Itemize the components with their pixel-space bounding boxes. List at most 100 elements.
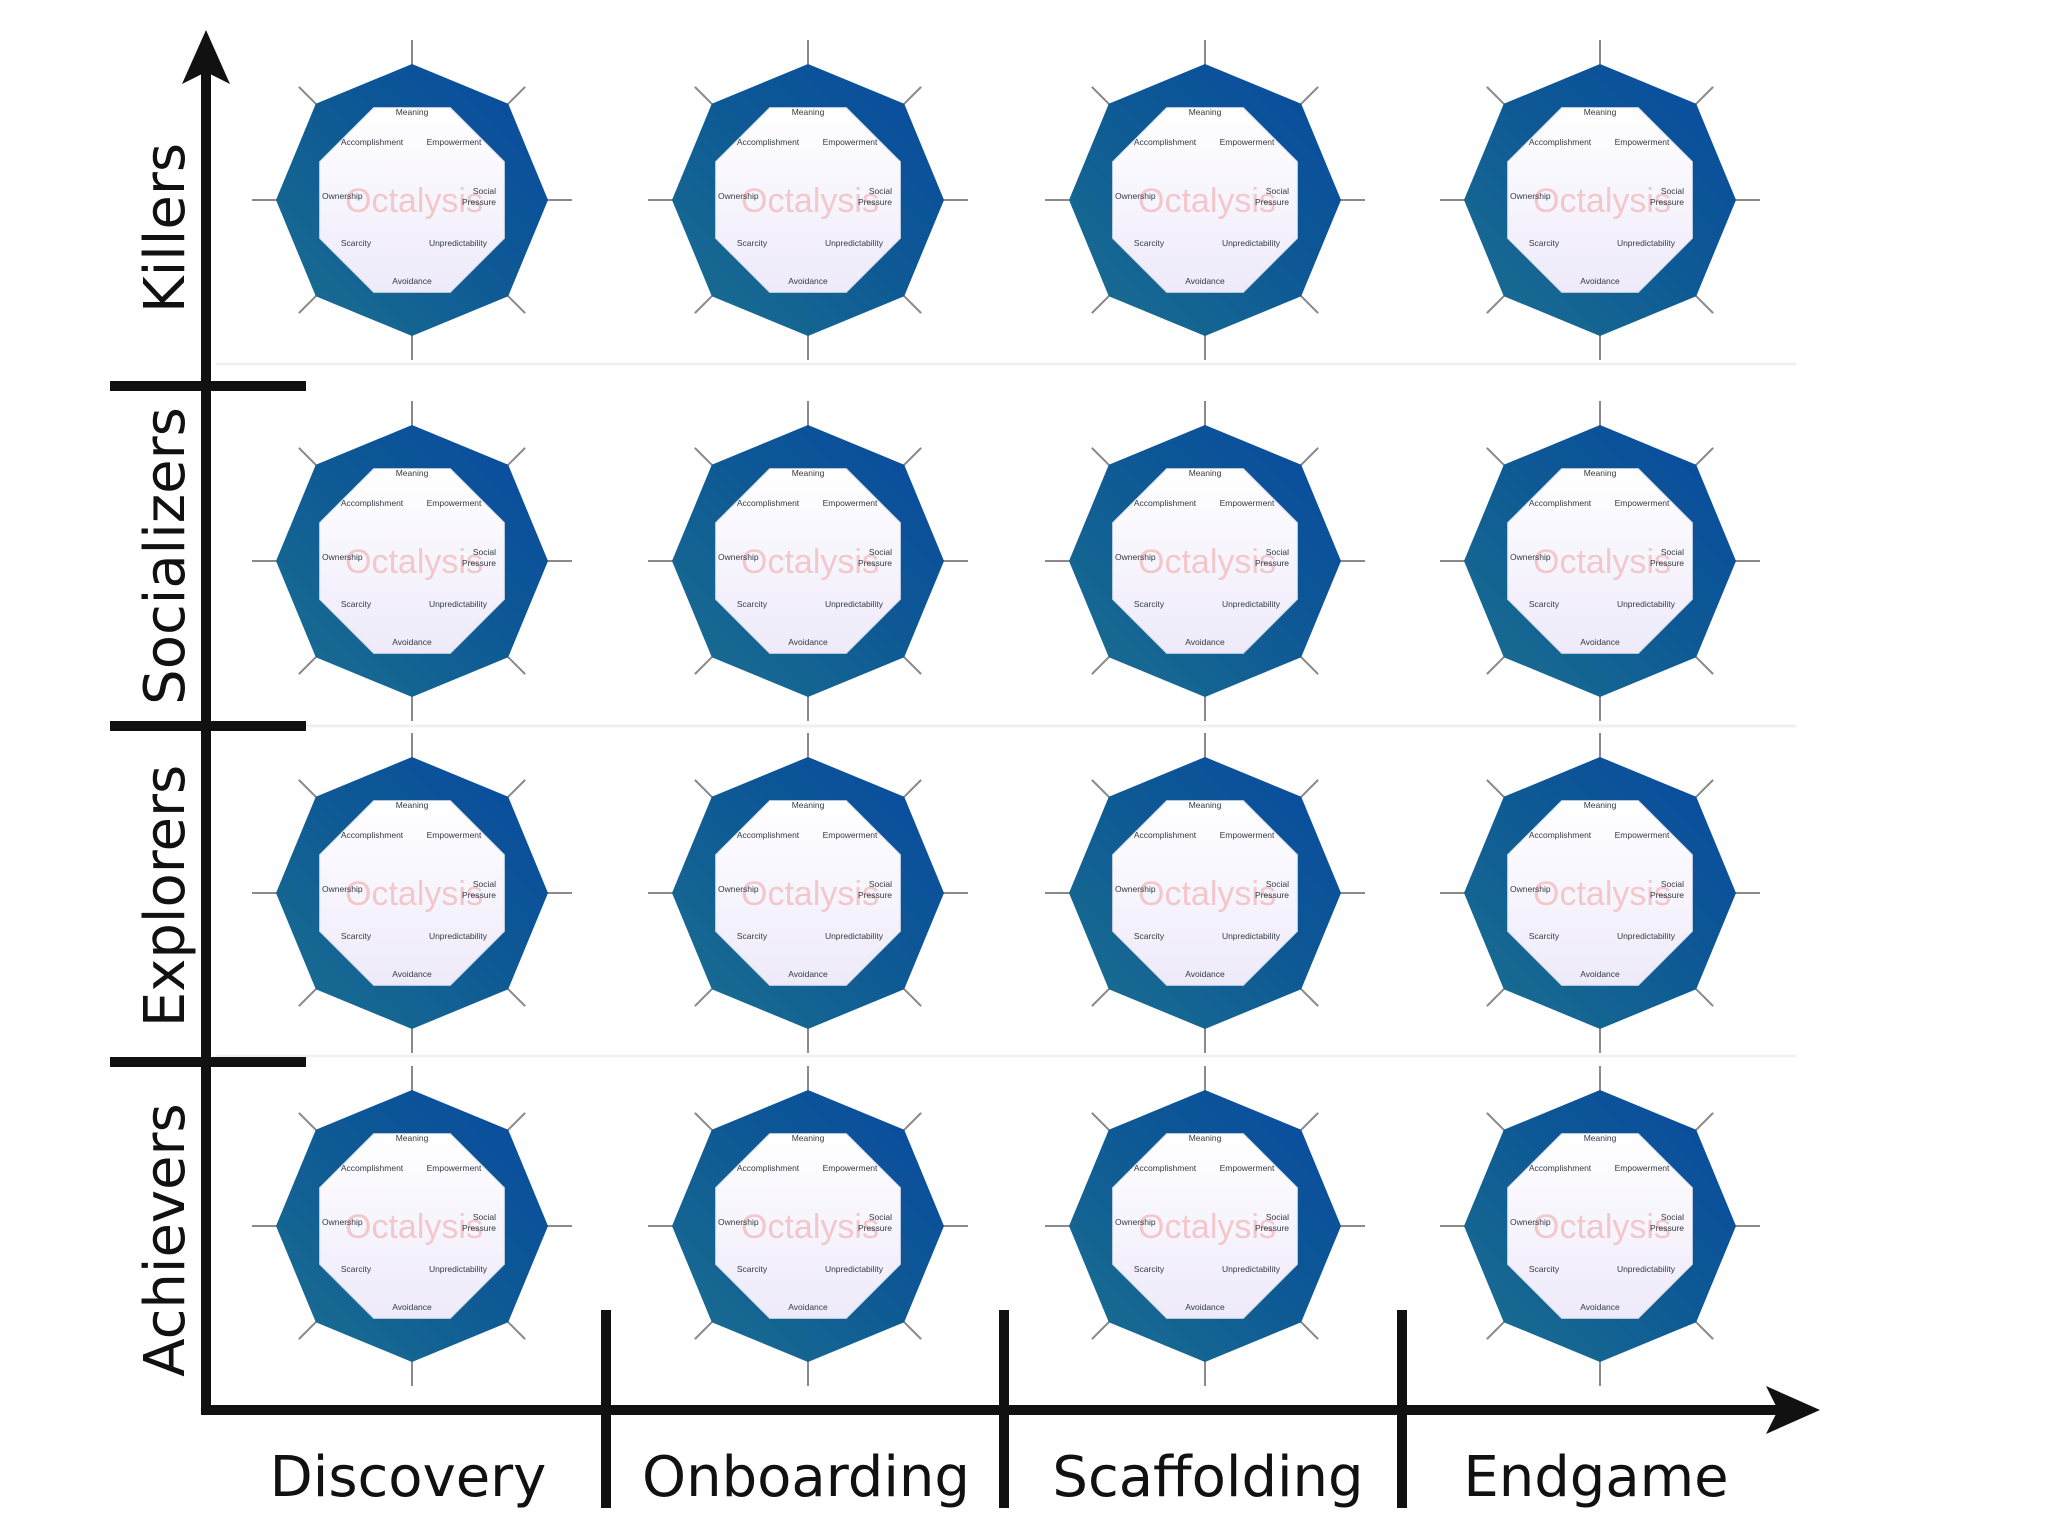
octagon-spoke bbox=[1091, 779, 1113, 801]
drive-label-pressure: Pressure bbox=[1650, 197, 1684, 207]
octagon-spoke bbox=[1692, 1112, 1714, 1134]
drive-label-empowerment: Empowerment bbox=[1615, 830, 1670, 840]
octagon-spoke bbox=[1297, 779, 1319, 801]
drive-label-social: Social bbox=[1266, 1212, 1289, 1222]
octalysis-watermark: Octalysis bbox=[345, 182, 483, 220]
drive-label-scarcity: Scarcity bbox=[341, 1264, 372, 1274]
drive-label-avoidance: Avoidance bbox=[1185, 969, 1225, 979]
drive-label-scarcity: Scarcity bbox=[1134, 599, 1165, 609]
drive-label-accomplishment: Accomplishment bbox=[1529, 1163, 1592, 1173]
drive-label-ownership: Ownership bbox=[322, 191, 363, 201]
drive-label-accomplishment: Accomplishment bbox=[341, 830, 404, 840]
octalysis-cell-explorers-onboarding: Octalysis Meaning Accomplishment Empowermen… bbox=[648, 733, 968, 1053]
octagon-spoke bbox=[1486, 653, 1508, 675]
drive-label-ownership: Ownership bbox=[1115, 1217, 1156, 1227]
drive-label-avoidance: Avoidance bbox=[392, 637, 432, 647]
octagon-inner bbox=[1112, 800, 1298, 986]
drive-label-avoidance: Avoidance bbox=[1580, 1302, 1620, 1312]
drive-label-scarcity: Scarcity bbox=[1529, 1264, 1560, 1274]
drive-label-accomplishment: Accomplishment bbox=[341, 498, 404, 508]
octagon-spoke bbox=[504, 1112, 526, 1134]
octalysis-cell-killers-discovery: Octalysis Meaning Accomplishment Empowermen… bbox=[252, 40, 572, 360]
x-axis-arrow-icon bbox=[1766, 1386, 1820, 1434]
octagon-spoke bbox=[1297, 1112, 1319, 1134]
drive-label-scarcity: Scarcity bbox=[341, 599, 372, 609]
octagon-spoke bbox=[1091, 447, 1113, 469]
octagon-spoke bbox=[694, 292, 716, 314]
octagon-spoke bbox=[694, 779, 716, 801]
drive-label-meaning: Meaning bbox=[792, 107, 825, 117]
octalysis-watermark: Octalysis bbox=[345, 875, 483, 913]
octagon-spoke bbox=[1091, 653, 1113, 675]
octagon-spoke bbox=[694, 653, 716, 675]
drive-label-pressure: Pressure bbox=[462, 558, 496, 568]
octagon-spoke bbox=[694, 447, 716, 469]
octagon-inner bbox=[715, 107, 901, 293]
row-labels: Killers Socializers Explorers Achievers bbox=[133, 143, 198, 1377]
drive-label-pressure: Pressure bbox=[1255, 558, 1289, 568]
octagon-spoke bbox=[298, 779, 320, 801]
drive-label-pressure: Pressure bbox=[462, 197, 496, 207]
drive-label-empowerment: Empowerment bbox=[1220, 1163, 1275, 1173]
drive-label-empowerment: Empowerment bbox=[1615, 137, 1670, 147]
drive-label-meaning: Meaning bbox=[1189, 107, 1222, 117]
drive-label-avoidance: Avoidance bbox=[788, 1302, 828, 1312]
drive-label-accomplishment: Accomplishment bbox=[737, 498, 800, 508]
octagon-spoke bbox=[900, 1318, 922, 1340]
drive-label-pressure: Pressure bbox=[462, 890, 496, 900]
drive-label-avoidance: Avoidance bbox=[1185, 1302, 1225, 1312]
octagon-spoke bbox=[1692, 985, 1714, 1007]
octagon-spoke bbox=[1297, 985, 1319, 1007]
octagon-inner bbox=[1112, 107, 1298, 293]
drive-label-scarcity: Scarcity bbox=[341, 931, 372, 941]
drive-label-ownership: Ownership bbox=[718, 191, 759, 201]
octalysis-cell-explorers-endgame: Octalysis Meaning Accomplishment Empowermen… bbox=[1440, 733, 1760, 1053]
drive-label-accomplishment: Accomplishment bbox=[1529, 137, 1592, 147]
drive-label-meaning: Meaning bbox=[1189, 800, 1222, 810]
octagon-spoke bbox=[298, 985, 320, 1007]
octalysis-cell-achievers-scaffolding: Octalysis Meaning Accomplishment Empowermen… bbox=[1045, 1066, 1365, 1386]
octagon-spoke bbox=[900, 292, 922, 314]
drive-label-social: Social bbox=[1266, 186, 1289, 196]
drive-label-empowerment: Empowerment bbox=[427, 830, 482, 840]
octagon-spoke bbox=[1486, 1318, 1508, 1340]
drive-label-pressure: Pressure bbox=[858, 890, 892, 900]
drive-label-pressure: Pressure bbox=[858, 1223, 892, 1233]
drive-label-social: Social bbox=[1266, 547, 1289, 557]
octagon-spoke bbox=[1692, 653, 1714, 675]
drive-label-ownership: Ownership bbox=[1115, 884, 1156, 894]
drive-label-unpredictability: Unpredictability bbox=[1617, 599, 1676, 609]
octalysis-cell-killers-scaffolding: Octalysis Meaning Accomplishment Empowermen… bbox=[1045, 40, 1365, 360]
drive-label-ownership: Ownership bbox=[718, 552, 759, 562]
octagon-inner bbox=[319, 1133, 505, 1319]
octagon-spoke bbox=[1486, 447, 1508, 469]
octalysis-cell-explorers-discovery: Octalysis Meaning Accomplishment Empowermen… bbox=[252, 733, 572, 1053]
drive-label-avoidance: Avoidance bbox=[788, 969, 828, 979]
octalysis-watermark: Octalysis bbox=[741, 1208, 879, 1246]
drive-label-unpredictability: Unpredictability bbox=[1222, 931, 1281, 941]
drive-label-empowerment: Empowerment bbox=[1615, 498, 1670, 508]
drive-label-social: Social bbox=[1661, 1212, 1684, 1222]
drive-label-ownership: Ownership bbox=[1510, 884, 1551, 894]
octalysis-cell-killers-onboarding: Octalysis Meaning Accomplishment Empowermen… bbox=[648, 40, 968, 360]
drive-label-ownership: Ownership bbox=[322, 884, 363, 894]
octagon-spoke bbox=[504, 447, 526, 469]
drive-label-meaning: Meaning bbox=[1189, 1133, 1222, 1143]
drive-label-avoidance: Avoidance bbox=[788, 276, 828, 286]
drive-label-accomplishment: Accomplishment bbox=[341, 137, 404, 147]
drive-label-scarcity: Scarcity bbox=[737, 238, 768, 248]
octagon-spoke bbox=[1297, 292, 1319, 314]
drive-label-social: Social bbox=[869, 186, 892, 196]
octagon-spoke bbox=[298, 653, 320, 675]
octagon-spoke bbox=[1486, 292, 1508, 314]
octagon-inner bbox=[1507, 107, 1693, 293]
drive-label-empowerment: Empowerment bbox=[1220, 830, 1275, 840]
drive-label-accomplishment: Accomplishment bbox=[737, 830, 800, 840]
drive-label-social: Social bbox=[1661, 547, 1684, 557]
drive-label-accomplishment: Accomplishment bbox=[1529, 830, 1592, 840]
drive-label-avoidance: Avoidance bbox=[1185, 637, 1225, 647]
drive-label-meaning: Meaning bbox=[396, 468, 429, 478]
drive-label-unpredictability: Unpredictability bbox=[1222, 238, 1281, 248]
octalysis-cell-socializers-discovery: Octalysis Meaning Accomplishment Empowermen… bbox=[252, 401, 572, 721]
drive-label-scarcity: Scarcity bbox=[1529, 931, 1560, 941]
